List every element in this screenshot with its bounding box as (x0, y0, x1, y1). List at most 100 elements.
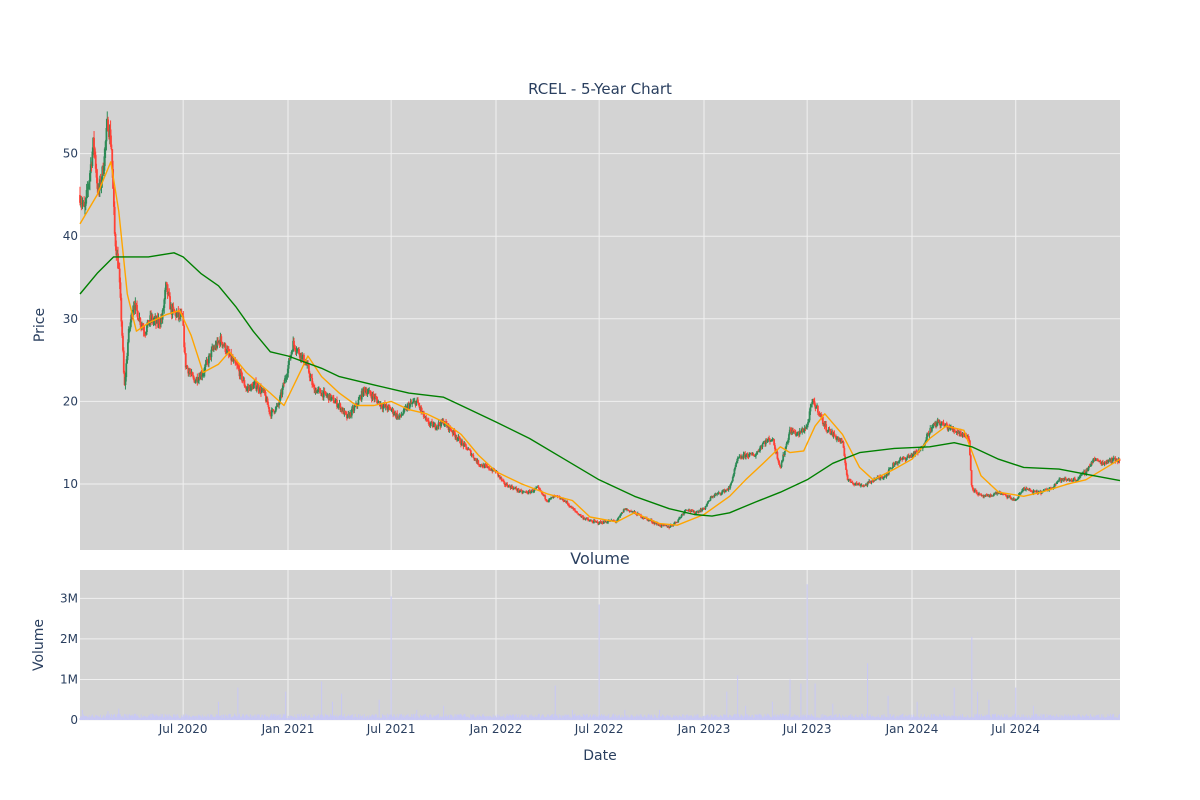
candle-body (240, 370, 243, 373)
candle-body (227, 349, 229, 351)
candle-body (366, 392, 369, 395)
candle-body (845, 469, 848, 475)
candle-body (504, 484, 507, 486)
candle-body (122, 335, 124, 351)
candle-body (417, 403, 420, 406)
candle-body (975, 490, 978, 494)
candle-body (374, 396, 376, 399)
candle-body (183, 325, 186, 348)
candle-body (593, 520, 596, 522)
candle-body (286, 373, 289, 377)
candle-body (126, 356, 128, 364)
candle-body (829, 428, 832, 435)
candle-body (1004, 494, 1007, 495)
candle-body (584, 518, 587, 520)
candle-body (704, 506, 707, 509)
candle-body (518, 491, 521, 493)
candle-body (905, 457, 908, 460)
candle-body (666, 525, 669, 528)
candle-body (867, 482, 870, 484)
candle-body (617, 516, 620, 519)
candle-body (833, 433, 836, 436)
candle-body (431, 422, 434, 427)
candle-body (148, 322, 151, 326)
candle-body (634, 511, 637, 513)
candle-body (469, 450, 472, 456)
candle-body (941, 421, 944, 423)
candle-body (184, 353, 187, 368)
x-tick-label: Jul 2022 (574, 722, 624, 736)
x-tick-label: Jul 2020 (158, 722, 208, 736)
candle-body (208, 355, 210, 364)
candle-body (515, 487, 518, 490)
candle-body (84, 197, 87, 206)
candle-body (1089, 465, 1092, 467)
candle-body (682, 514, 685, 515)
candle-body (79, 194, 81, 203)
candle-body (730, 482, 733, 485)
candle-body (412, 402, 414, 404)
candle-body (882, 477, 885, 479)
candle-body (937, 419, 940, 423)
candle-body (559, 497, 561, 500)
candle-body (498, 475, 501, 478)
candle-body (709, 497, 712, 501)
candle-body (764, 440, 767, 445)
candle-body (731, 481, 733, 483)
candle-body (805, 426, 808, 429)
candle-body (117, 253, 119, 269)
candle-body (1055, 482, 1058, 484)
candle-body (458, 436, 461, 439)
candle-body (536, 487, 538, 488)
candle-body (687, 510, 690, 512)
candle-body (737, 457, 740, 459)
candle-body (533, 488, 536, 492)
candle-body (165, 282, 167, 290)
candle-body (1099, 461, 1102, 464)
candle-body (197, 380, 200, 382)
candle-body (461, 441, 464, 444)
candle-body (532, 491, 535, 492)
candle-body (708, 500, 711, 502)
candle-body (577, 513, 580, 515)
candle-body (550, 497, 552, 499)
candle-body (732, 474, 735, 478)
candle-body (972, 487, 975, 491)
candle-body (840, 439, 843, 443)
candle-body (402, 413, 404, 415)
candle-body (695, 511, 698, 514)
candle-body (809, 407, 812, 412)
candle-body (264, 390, 266, 396)
candle-body (767, 438, 770, 441)
candle-body (1020, 491, 1023, 494)
candle-body (736, 457, 739, 461)
candle-body (574, 510, 577, 512)
candle-body (420, 407, 423, 412)
candle-body (172, 306, 175, 310)
candle-body (205, 360, 208, 364)
candle-body (944, 425, 947, 427)
candle-body (272, 409, 275, 411)
candle-body (971, 485, 974, 488)
candle-body (387, 405, 390, 410)
candle-body (683, 512, 685, 515)
candle-body (435, 428, 438, 430)
candle-body (1077, 478, 1080, 480)
candle-body (117, 268, 120, 269)
candle-body (1116, 461, 1119, 463)
candle-body (483, 464, 486, 468)
candle-body (1023, 488, 1026, 490)
candle-body (257, 385, 260, 391)
candle-body (752, 454, 755, 456)
candle-body (318, 389, 321, 390)
candle-body (115, 246, 118, 256)
candle-body (96, 177, 99, 189)
candle-body (1057, 480, 1060, 482)
candle-body (1024, 489, 1027, 491)
candle-body (1107, 461, 1109, 463)
candle-body (322, 390, 325, 398)
candle-body (390, 410, 393, 411)
candle-body (721, 491, 723, 494)
candle-body (1093, 458, 1096, 461)
candle-body (719, 492, 722, 494)
